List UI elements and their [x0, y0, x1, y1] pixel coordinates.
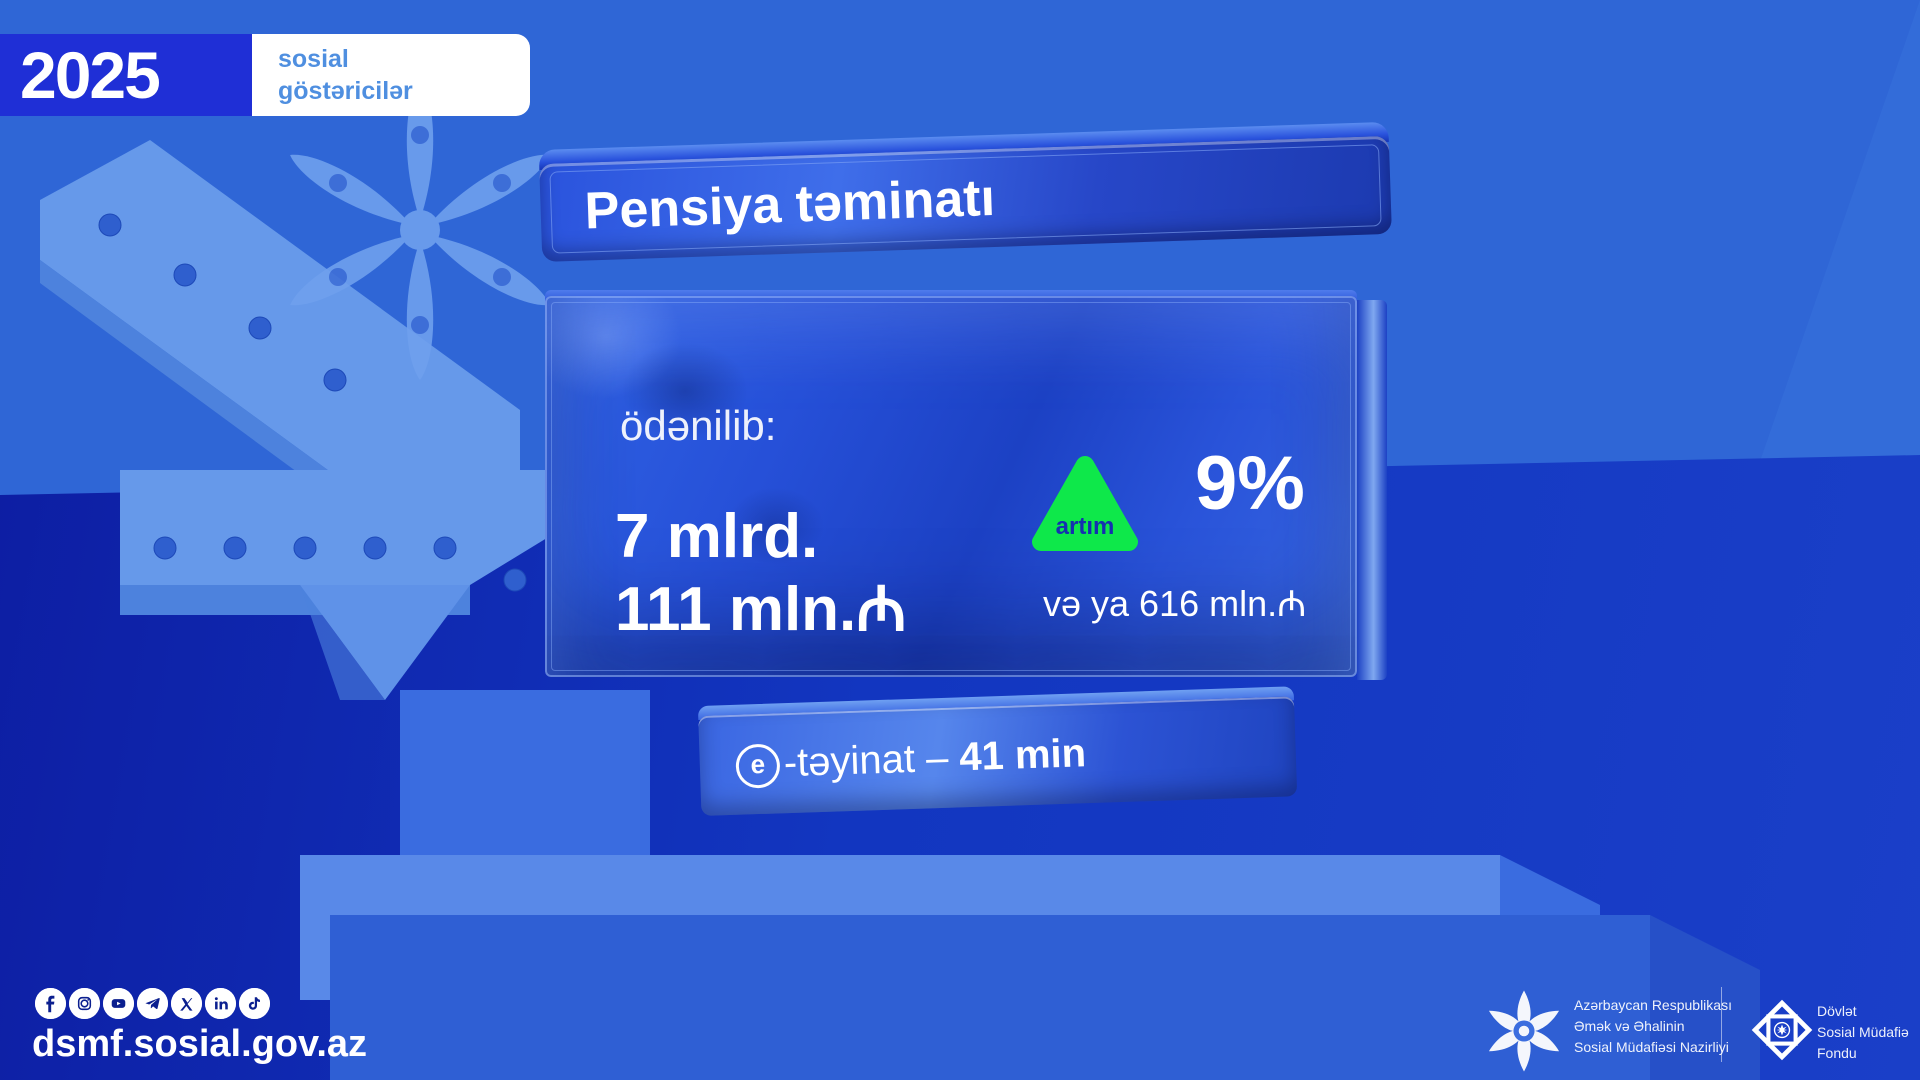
svg-text:artım: artım: [1056, 513, 1115, 540]
